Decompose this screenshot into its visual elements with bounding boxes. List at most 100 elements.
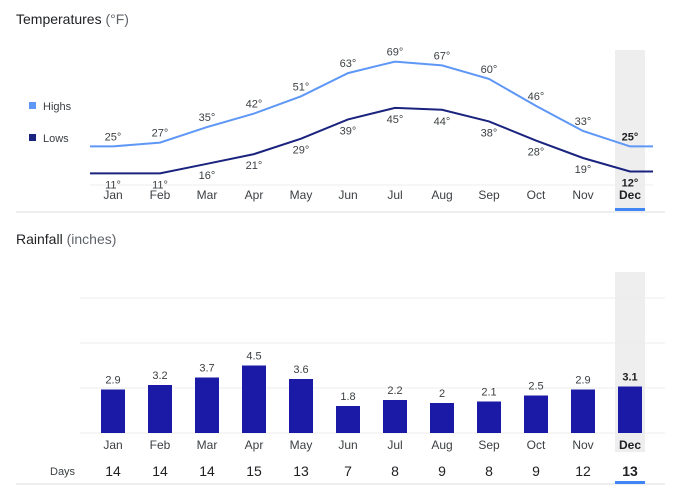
temperature-title-text: Temperatures xyxy=(16,11,102,27)
temperature-month-apr[interactable]: Apr xyxy=(245,188,264,202)
days-value-jan: 14 xyxy=(105,463,121,479)
highs-legend-swatch xyxy=(29,102,36,109)
temperature-month-jan[interactable]: Jan xyxy=(103,188,122,202)
rainfall-month-oct[interactable]: Oct xyxy=(527,438,546,452)
rain-label-nov: 2.9 xyxy=(575,375,590,387)
rainfall-month-jul[interactable]: Jul xyxy=(387,438,402,452)
low-label-jul: 45° xyxy=(387,114,404,126)
rain-bar-apr[interactable] xyxy=(242,365,266,434)
low-label-dec: 12° xyxy=(622,178,639,190)
days-label: Days xyxy=(50,466,76,478)
days-value-jul: 8 xyxy=(391,463,399,479)
rain-label-may: 3.6 xyxy=(293,364,308,376)
high-label-feb: 27° xyxy=(152,128,169,140)
rain-label-apr: 4.5 xyxy=(246,351,261,363)
rain-bar-feb[interactable] xyxy=(148,385,172,433)
rain-label-jan: 2.9 xyxy=(105,375,120,387)
low-label-apr: 21° xyxy=(246,160,263,172)
temperature-month-jun[interactable]: Jun xyxy=(338,188,357,202)
rain-label-jul: 2.2 xyxy=(387,385,402,397)
temperature-month-sep[interactable]: Sep xyxy=(478,188,500,202)
low-label-mar: 16° xyxy=(199,170,216,182)
low-label-may: 29° xyxy=(293,145,310,157)
high-label-aug: 67° xyxy=(434,50,451,62)
temperature-month-nov[interactable]: Nov xyxy=(572,188,593,202)
rain-bar-jun[interactable] xyxy=(336,406,360,433)
rain-bar-jul[interactable] xyxy=(383,400,407,433)
days-value-oct: 9 xyxy=(532,463,540,479)
rainfall-month-may[interactable]: May xyxy=(290,438,313,452)
rainfall-month-aug[interactable]: Aug xyxy=(431,438,452,452)
temperature-month-oct[interactable]: Oct xyxy=(527,188,546,202)
rainfall-month-sep[interactable]: Sep xyxy=(478,438,500,452)
temperature-month-jul[interactable]: Jul xyxy=(387,188,402,202)
temperature-month-mar[interactable]: Mar xyxy=(197,188,218,202)
low-label-jun: 39° xyxy=(340,125,357,137)
rainfall-month-feb[interactable]: Feb xyxy=(150,438,171,452)
temperature-unit: (°F) xyxy=(105,11,129,27)
rain-label-jun: 1.8 xyxy=(340,391,355,403)
high-label-apr: 42° xyxy=(246,99,263,111)
high-label-jan: 25° xyxy=(105,131,122,143)
lows-legend-label: Lows xyxy=(43,133,69,145)
low-label-oct: 28° xyxy=(528,147,545,159)
rain-label-oct: 2.5 xyxy=(528,381,543,393)
temperature-month-dec[interactable]: Dec xyxy=(619,188,641,202)
rainfall-unit: (inches) xyxy=(66,231,117,247)
rain-bar-sep[interactable] xyxy=(477,401,501,434)
rain-bar-mar[interactable] xyxy=(195,377,219,434)
high-label-mar: 35° xyxy=(199,112,216,124)
temperature-month-may[interactable]: May xyxy=(290,188,313,202)
days-value-aug: 9 xyxy=(438,463,446,479)
rainfall-month-apr[interactable]: Apr xyxy=(245,438,264,452)
temperature-month-aug[interactable]: Aug xyxy=(431,188,452,202)
rain-bar-may[interactable] xyxy=(289,379,313,433)
highs-legend-label: Highs xyxy=(43,101,72,113)
rain-label-feb: 3.2 xyxy=(152,370,167,382)
high-label-oct: 46° xyxy=(528,91,545,103)
days-value-may: 13 xyxy=(293,463,309,479)
rain-bar-aug[interactable] xyxy=(430,403,454,433)
days-value-sep: 8 xyxy=(485,463,493,479)
low-label-sep: 38° xyxy=(481,127,498,139)
rainfall-title: Rainfall (inches) xyxy=(16,231,116,247)
temperature-title: Temperatures (°F) xyxy=(16,11,129,27)
rain-bar-oct[interactable] xyxy=(524,395,548,434)
rainfall-month-jan[interactable]: Jan xyxy=(103,438,122,452)
temperature-selected-indicator xyxy=(615,208,645,211)
rainfall-month-jun[interactable]: Jun xyxy=(338,438,357,452)
high-label-may: 51° xyxy=(293,81,310,93)
lows-line xyxy=(90,106,653,175)
low-label-feb: 11° xyxy=(152,179,168,191)
high-label-sep: 60° xyxy=(481,64,498,76)
high-label-jul: 69° xyxy=(387,47,404,59)
days-value-nov: 12 xyxy=(575,463,591,479)
rainfall-title-text: Rainfall xyxy=(16,231,63,247)
days-value-apr: 15 xyxy=(246,463,262,479)
rain-bar-nov[interactable] xyxy=(571,389,595,434)
low-label-nov: 19° xyxy=(575,164,592,176)
rain-label-sep: 2.1 xyxy=(481,387,496,399)
lows-legend-swatch xyxy=(29,134,36,141)
high-label-jun: 63° xyxy=(340,58,357,70)
rainfall-month-dec[interactable]: Dec xyxy=(619,438,641,452)
temperature-month-feb[interactable]: Feb xyxy=(150,188,171,202)
low-label-aug: 44° xyxy=(434,116,451,128)
days-value-mar: 14 xyxy=(199,463,215,479)
days-value-jun: 7 xyxy=(344,463,352,479)
rain-label-aug: 2 xyxy=(439,388,445,400)
rainfall-month-nov[interactable]: Nov xyxy=(572,438,593,452)
days-value-dec: 13 xyxy=(622,463,638,479)
rain-bar-dec[interactable] xyxy=(618,386,642,434)
rain-label-dec: 3.1 xyxy=(622,372,637,384)
rainfall-selected-indicator xyxy=(615,481,645,484)
selected-band-temperature xyxy=(615,50,645,210)
rain-bar-jan[interactable] xyxy=(101,389,125,434)
rainfall-month-mar[interactable]: Mar xyxy=(197,438,218,452)
days-value-feb: 14 xyxy=(152,463,168,479)
rain-label-mar: 3.7 xyxy=(199,363,214,375)
highs-line xyxy=(90,60,653,148)
low-label-jan: 11° xyxy=(105,179,121,191)
high-label-dec: 25° xyxy=(622,131,639,143)
